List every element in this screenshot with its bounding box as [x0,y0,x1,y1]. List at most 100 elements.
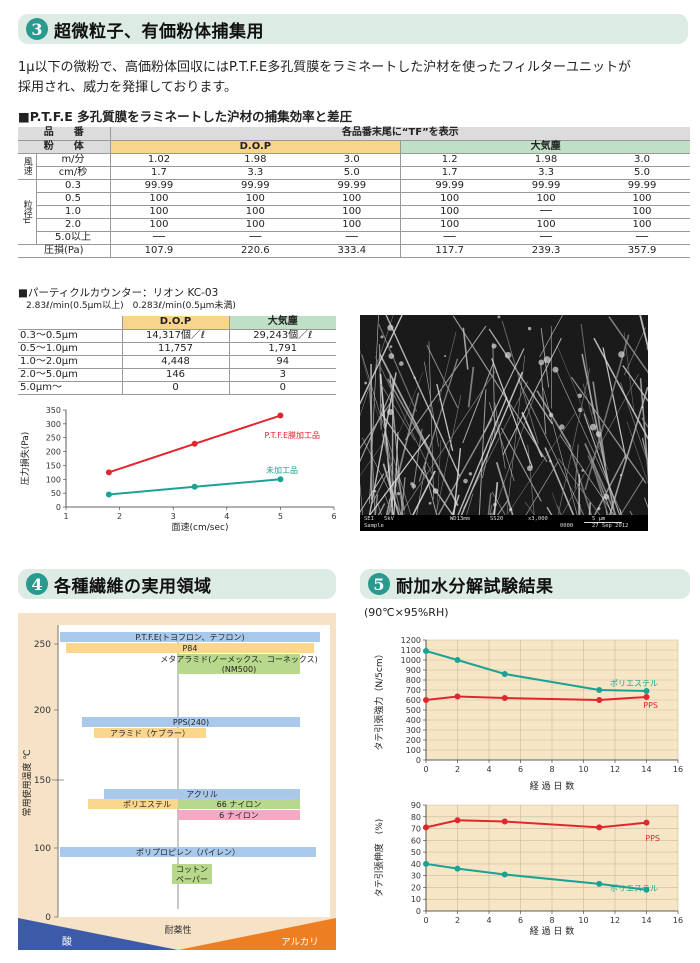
temperature-range-bar [82,717,300,727]
y-tick-label: 70 [411,825,421,834]
fiber-strand [462,362,494,444]
y-tick-label: 250 [46,434,61,443]
x-tick-label: 1 [63,512,68,521]
data-point [277,476,284,483]
text-cell: 1.7 [400,166,499,180]
text-cell: 100 [110,218,208,232]
x-tick-label: 6 [518,765,523,774]
text-cell: 357.9 [594,244,690,258]
text-cell: 100 [110,205,208,219]
x-axis-label: 経 過 日 数 [530,780,575,792]
fiber-node [388,353,395,359]
fiber-node [387,324,394,331]
fiber-node [389,345,393,348]
series-label: PPS [643,701,658,710]
text-cell: 大気塵 [229,316,336,330]
y-tick-label: 1000 [401,656,421,665]
fiber-strand [383,493,399,531]
alkali-wedge [178,918,336,950]
bar-label: ポリプロピレン（パイレン） [136,848,240,857]
text-cell: 100 [498,218,595,232]
y-axis-label: タテ引張伸度 (%) [373,819,385,898]
x-tick-label: 6 [331,512,336,521]
fiber-strand [462,327,469,370]
fiber-strand [622,365,648,403]
fiber-strand [428,418,493,531]
fiber-node [552,366,559,373]
fiber-strand [539,315,564,358]
y-tick-label: 400 [406,716,421,725]
data-point [596,697,603,703]
acid-label: 酸 [62,935,72,948]
y-tick-label: 10 [411,895,421,904]
text-cell: 29,243個／ℓ [229,329,336,343]
fiber-strand [502,337,562,456]
y-tick-label: 50 [411,848,421,857]
text-cell: 99.99 [400,179,499,193]
fiber-strand [451,448,462,531]
text-cell: 100 [207,218,304,232]
series-label: PPS [645,834,660,843]
fiber-strand [452,315,548,463]
fiber-strand [491,491,515,531]
text-cell: Sample [364,523,384,529]
x-tick-label: 14 [641,765,651,774]
text-cell: 採用され、威力を発揮しております。 [18,80,238,95]
fiber-strand [587,455,620,531]
text-cell: 5 [368,573,390,595]
fiber-strand [555,368,630,531]
text-cell: SS20 [490,516,504,522]
fiber-strand [584,443,624,531]
y-tick-label: 150 [46,461,61,470]
data-point [454,657,461,663]
acid-wedge [18,918,178,950]
y-tick-label: 0 [416,907,421,916]
fiber-strand [360,391,392,463]
text-cell: 100 [400,192,499,206]
fiber-strand [639,315,648,352]
text-cell: 1.7 [110,166,208,180]
fiber-strand [381,433,406,531]
y-tick-label: 900 [406,666,421,675]
data-point [423,648,429,654]
bar-label: P84 [182,644,197,653]
text-cell: 100 [207,205,304,219]
text-cell: 146 [122,368,230,382]
fiber-strand [360,315,403,406]
particle-label: 粒径μ [18,179,37,245]
fiber-strand [592,381,607,466]
text-cell: 1.2 [400,153,499,167]
fiber-node [493,502,497,507]
text-cell: SEI [364,516,374,522]
x-tick-label: 5 [278,512,283,521]
fiber-strand [428,341,435,500]
text-cell: 100 [594,192,690,206]
text-cell: 99.99 [207,179,304,193]
text-cell: 99.99 [110,179,208,193]
fiber-node [386,408,394,416]
fiber-strand [585,454,627,531]
text-cell: 1,791 [229,342,336,356]
text-cell: ── [498,231,595,245]
y-tick-label: 300 [406,726,421,735]
fiber-strand [365,372,397,531]
y-tick-label: 250 [34,640,51,650]
fiber-strand [494,402,506,469]
data-point [596,687,603,693]
fiber-strand [370,363,373,500]
text-cell: 100 [303,218,402,232]
text-cell: 5 μm [592,516,606,522]
text-cell: 各品番末尾に“TF”を表示 [110,127,690,141]
data-point [501,818,508,825]
bar-label: ポリエステル [123,800,171,809]
fiber-strand [385,315,461,477]
temperature-range-bar [178,664,300,674]
text-cell: 5.0 [594,166,690,180]
elongation-chart: 0 10 20 30 40 50 60 70 80 90 0 2 4 6 8 10 12 14 16 経 過 日 数 タ… [373,801,683,937]
fiber-node [548,412,554,418]
x-tick-label: 2 [117,512,122,521]
fiber-strand [501,320,539,444]
bar-label: PPS(240) [173,718,209,727]
fiber-node [589,423,597,431]
bar-label: メタアラミド(ノーメックス、コーネックス) [160,655,317,664]
